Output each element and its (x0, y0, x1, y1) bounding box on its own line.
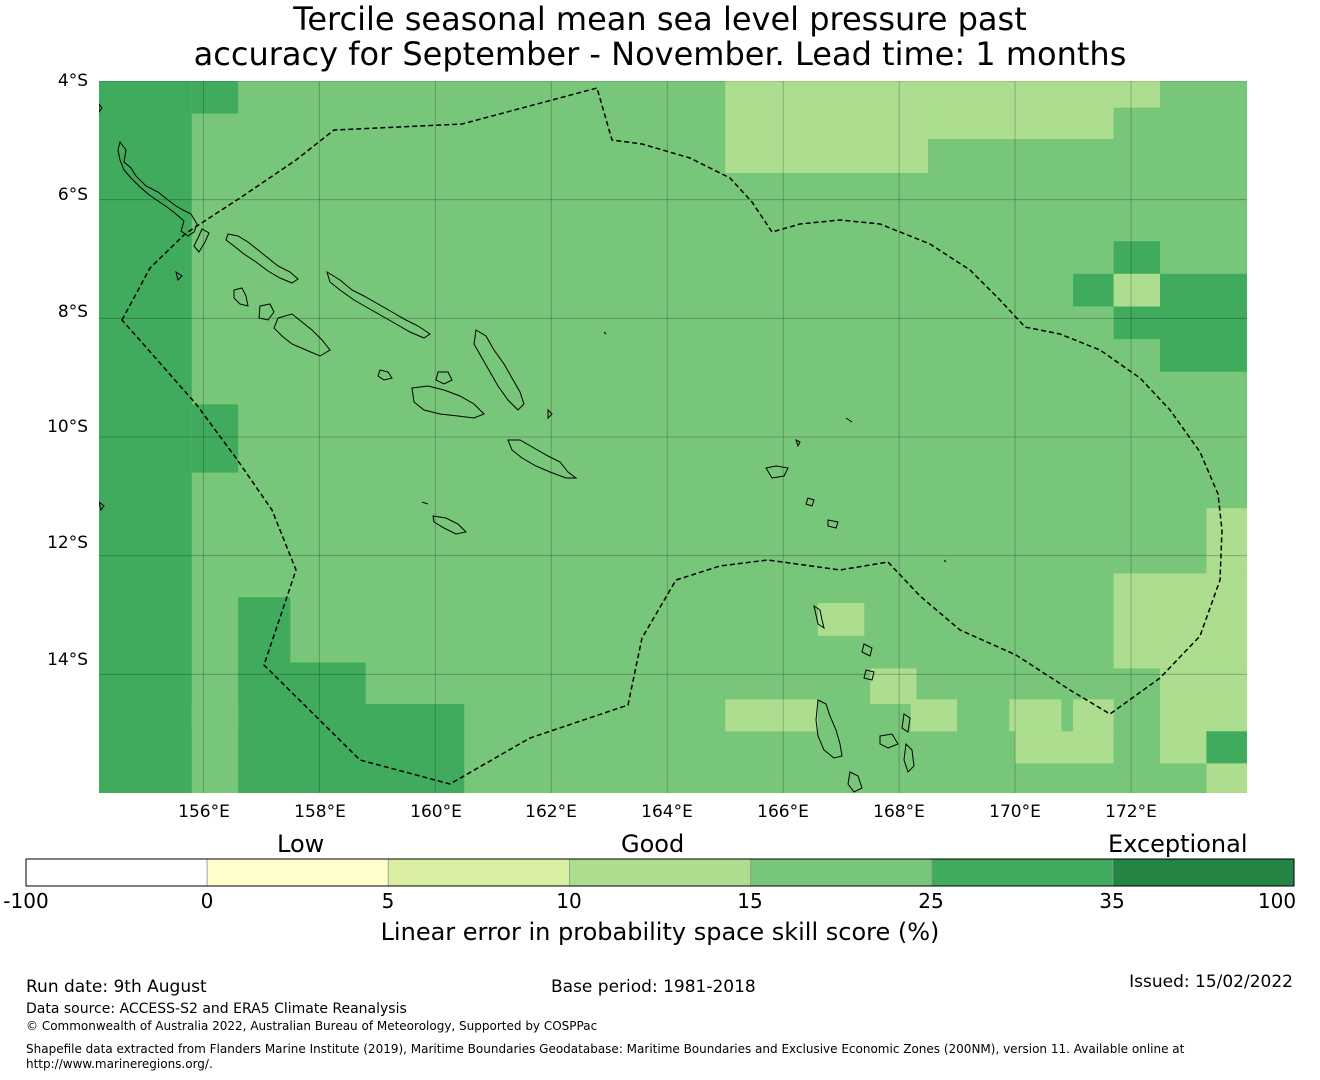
skill-cell (365, 704, 465, 793)
data-source: Data source: ACCESS-S2 and ERA5 Climate … (26, 1001, 407, 1017)
lat-label-6s: 6°S (57, 185, 88, 205)
skill-cell (725, 81, 929, 173)
lon-label-168e: 168°E (873, 802, 925, 822)
skill-cell (725, 699, 818, 732)
legend-category-low: Low (277, 830, 325, 858)
colorbar-bin (750, 858, 933, 887)
skill-cell (191, 81, 239, 114)
skill-cell (817, 603, 865, 636)
lat-label-12s: 12°S (47, 533, 88, 553)
gridlines (99, 81, 1247, 793)
colorbar-bin (25, 858, 208, 887)
skill-cell (1206, 508, 1247, 574)
copyright: © Commonwealth of Australia 2022, Austra… (26, 1019, 598, 1033)
coastlines (99, 103, 947, 793)
lat-label-14s: 14°S (47, 650, 88, 670)
skill-cell (1160, 273, 1247, 372)
colorbar-tick: 25 (918, 889, 944, 913)
colorbar-bin (387, 858, 570, 887)
colorbar-tick: 100 (1257, 889, 1297, 913)
lon-label-166e: 166°E (757, 802, 809, 822)
skill-cell (99, 81, 192, 793)
skill-cell (1206, 731, 1247, 764)
map-canvas (99, 81, 1247, 793)
lon-label-172e: 172°E (1105, 802, 1157, 822)
colorbar-tick: 5 (381, 889, 395, 913)
eez-boundary (121, 87, 1223, 785)
colorbar-bin (569, 858, 751, 887)
legend-category-good: Good (621, 830, 685, 858)
lat-label-10s: 10°S (47, 417, 88, 437)
colorbar-bin (206, 858, 389, 887)
lon-label-162e: 162°E (525, 802, 577, 822)
skill-cell (191, 699, 239, 732)
lon-label-160e: 160°E (410, 802, 462, 822)
lat-label-4s: 4°S (57, 71, 88, 91)
skill-cell (1113, 81, 1161, 108)
skill-cell (910, 699, 958, 732)
colorbar-tick: 10 (556, 889, 582, 913)
skill-cell (1206, 763, 1247, 793)
skill-cell (1113, 306, 1161, 340)
skill-cell (870, 668, 917, 704)
colorbar (25, 858, 1295, 887)
issued-date: Issued: 15/02/2022 (1129, 972, 1293, 992)
skill-cell (928, 81, 1114, 140)
skill-grid-layer (99, 81, 1247, 793)
run-date: Run date: 9th August (26, 977, 207, 997)
colorbar-frame (25, 858, 1295, 887)
colorbar-label: Linear error in probability space skill … (380, 918, 940, 946)
colorbar-tick: 0 (200, 889, 214, 913)
map-title-line-1: Tercile seasonal mean sea level pressure… (293, 0, 1027, 38)
skill-cell (191, 404, 239, 473)
map-title-line-2: accuracy for September - November. Lead … (193, 35, 1127, 73)
lat-label-8s: 8°S (57, 302, 88, 322)
shapefile-credit: Shapefile data extracted from Flanders M… (26, 1042, 1185, 1056)
colorbar-tick: 15 (737, 889, 763, 913)
lon-label-156e: 156°E (178, 802, 230, 822)
lon-label-158e: 158°E (294, 802, 346, 822)
skill-cell (1015, 731, 1114, 764)
colorbar-tick: 35 (1099, 889, 1125, 913)
lon-label-170e: 170°E (989, 802, 1041, 822)
colorbar-tick: -100 (3, 889, 49, 913)
skill-cell (1113, 573, 1247, 669)
colorbar-bin (1112, 858, 1295, 887)
skill-cell (238, 597, 291, 793)
legend-category-exceptional: Exceptional (1108, 830, 1248, 858)
base-period: Base period: 1981-2018 (551, 977, 756, 997)
shapefile-url: http://www.marineregions.org/. (26, 1057, 213, 1071)
skill-cell (1113, 273, 1161, 307)
lon-label-164e: 164°E (641, 802, 693, 822)
skill-cell (1009, 699, 1062, 732)
skill-cell (1113, 241, 1161, 274)
skill-cell (1073, 273, 1114, 307)
colorbar-bin (931, 858, 1114, 887)
